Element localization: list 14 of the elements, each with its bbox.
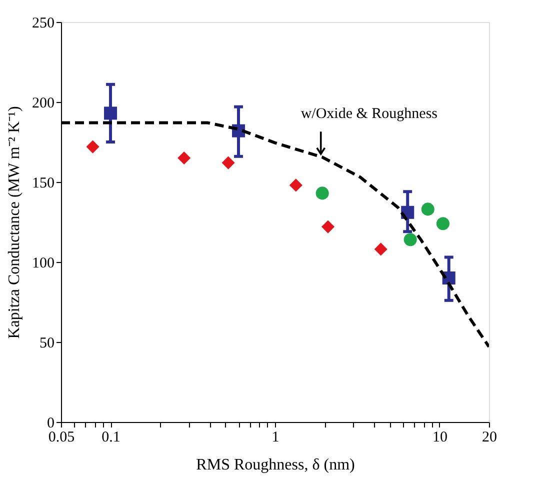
- y-axis-title: Kapitza Conductance (MW m⁻² K⁻¹): [6, 106, 23, 339]
- x-tick-label: 1: [272, 430, 280, 446]
- x-tick-label: 0.1: [102, 430, 120, 446]
- y-tick-label: 150: [32, 176, 54, 192]
- y-tick-label: 0: [47, 416, 54, 432]
- x-tick-label: 10: [432, 430, 448, 446]
- x-tick-label: 20: [482, 430, 497, 446]
- x-axis-title: RMS Roughness, δ (nm): [196, 456, 355, 474]
- y-tick-label: 100: [32, 256, 54, 272]
- y-tick-label: 50: [40, 336, 54, 352]
- annotation: w/Oxide & Roughness: [300, 106, 438, 122]
- y-tick-label: 250: [32, 16, 54, 32]
- x-tick-label: 0.05: [48, 430, 75, 446]
- y-tick-label: 200: [32, 96, 54, 112]
